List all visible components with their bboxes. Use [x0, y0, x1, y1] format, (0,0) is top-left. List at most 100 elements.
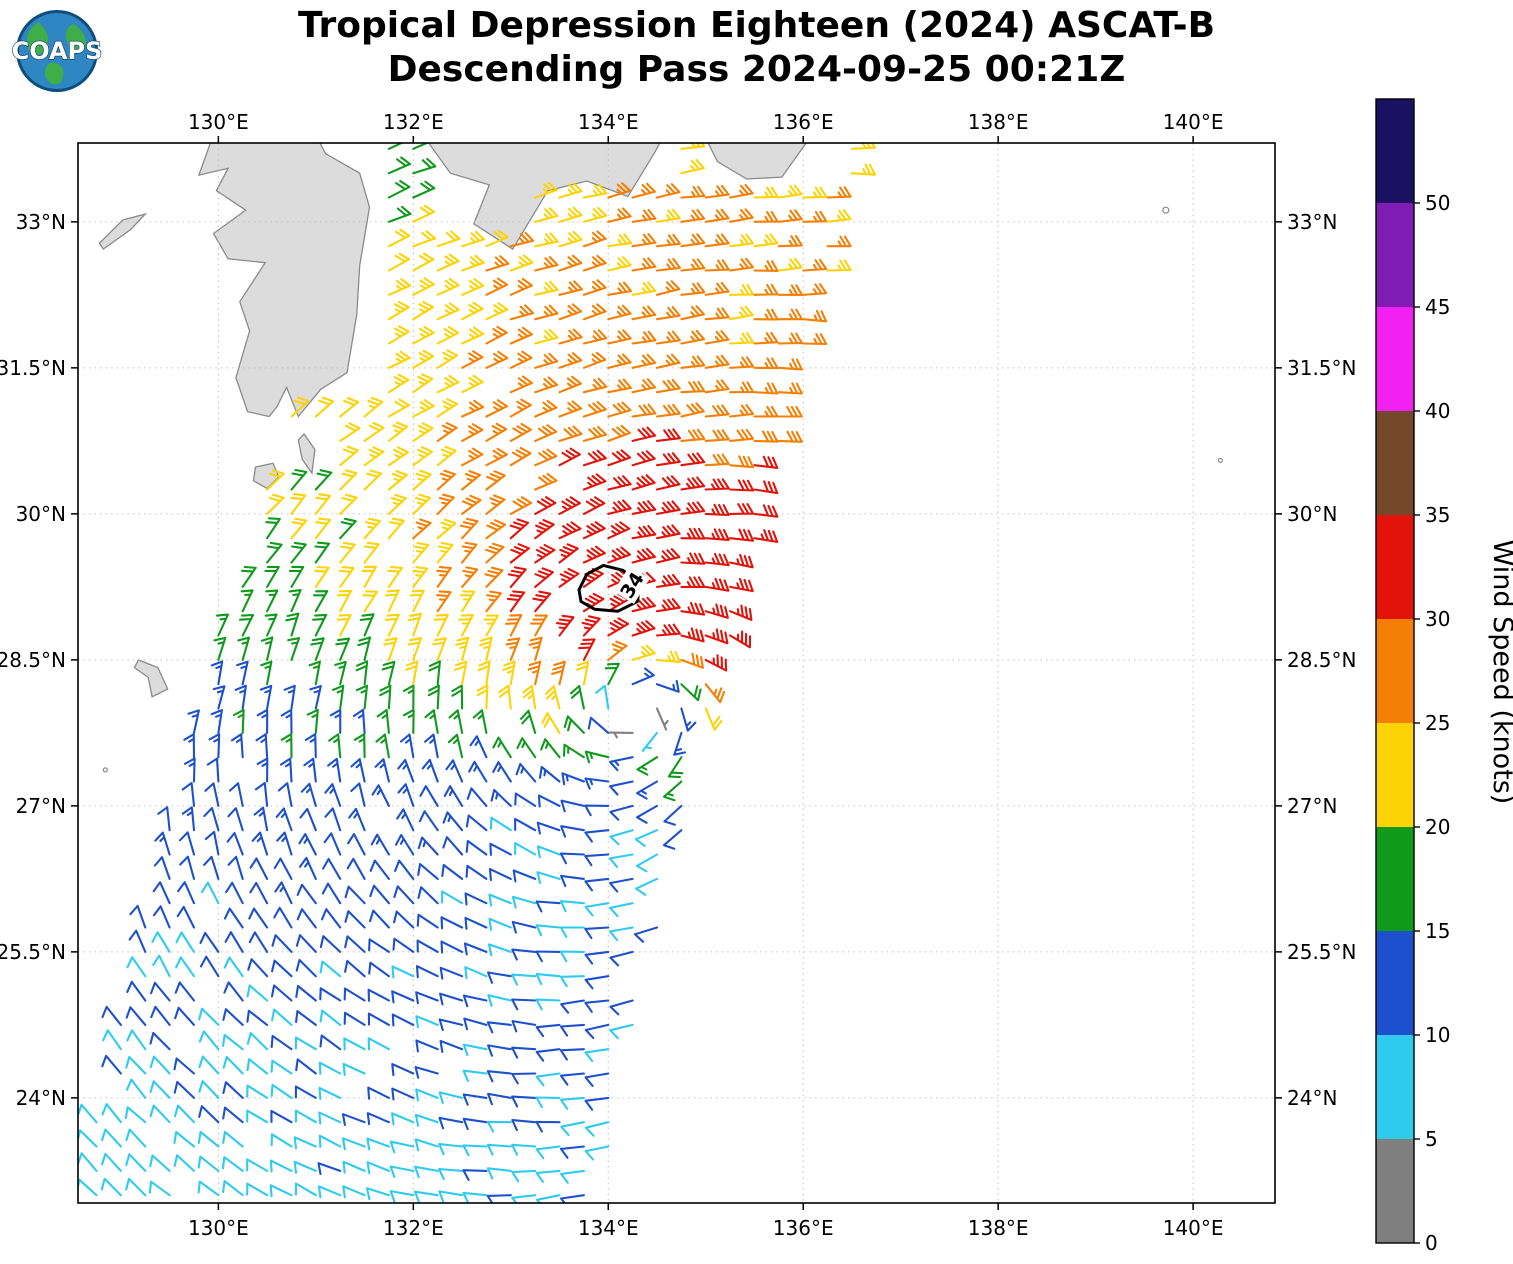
wind-barb	[312, 613, 328, 637]
wind-barb	[516, 737, 537, 759]
wind-barb	[584, 999, 610, 1013]
wind-barb	[534, 567, 554, 588]
wind-barb	[537, 794, 561, 808]
wind-barb	[584, 777, 610, 790]
wind-barb	[427, 684, 440, 710]
wind-barb	[704, 429, 730, 442]
wind-barb	[486, 1070, 512, 1083]
wind-barb	[534, 496, 557, 515]
wind-barb	[181, 806, 196, 832]
wind-barb	[384, 613, 400, 637]
wind-barb	[680, 428, 706, 442]
wind-barb	[582, 401, 607, 418]
wind-barb	[609, 902, 634, 918]
wind-barb	[635, 877, 659, 896]
wind-barb	[558, 496, 581, 515]
wind-barb	[608, 731, 634, 739]
wind-barb	[198, 1055, 220, 1075]
wind-barb	[486, 1021, 512, 1034]
wind-barb	[802, 309, 828, 323]
wind-barb	[509, 496, 533, 515]
wind-barb	[454, 660, 468, 686]
wind-barb	[387, 325, 410, 345]
wind-barb	[680, 527, 706, 540]
wind-barb	[266, 493, 285, 515]
wind-barb	[631, 667, 655, 686]
wind-barb	[826, 235, 852, 248]
wind-barb	[485, 494, 506, 515]
lon-tick-label-top: 134°E	[578, 110, 639, 134]
lat-tick-label-left: 30°N	[16, 502, 66, 526]
wind-barb	[447, 733, 464, 759]
wind-barb	[149, 1055, 171, 1075]
wind-barb	[582, 303, 607, 321]
wind-barb	[704, 404, 730, 418]
wind-barb	[269, 1159, 293, 1173]
wind-barb	[177, 881, 196, 905]
lat-tick-label-left: 33°N	[16, 210, 66, 234]
wind-barb	[506, 590, 526, 613]
wind-barb	[534, 472, 558, 491]
wind-barb	[485, 302, 509, 321]
wind-barb	[342, 1185, 366, 1199]
wind-barb	[350, 782, 366, 807]
wind-barb	[461, 350, 484, 369]
wind-barb	[391, 1112, 415, 1126]
wind-barb	[149, 1154, 171, 1172]
wind-barb	[729, 553, 754, 569]
lon-tick-label-bottom: 138°E	[968, 1216, 1029, 1240]
wind-barb	[436, 253, 460, 272]
lon-tick-label-bottom: 132°E	[383, 1216, 444, 1240]
colorbar-segment-50	[1376, 99, 1414, 203]
wind-barb	[488, 868, 512, 882]
wind-barb	[442, 811, 464, 832]
wind-barb	[200, 881, 220, 905]
wind-barb	[215, 613, 229, 637]
wind-barb	[416, 913, 439, 929]
wind-barb	[436, 493, 455, 515]
wind-barb	[461, 301, 484, 321]
wind-barb	[631, 182, 656, 199]
wind-barb	[436, 230, 461, 248]
wind-barb	[753, 529, 779, 543]
wind-barb	[392, 937, 415, 953]
wind-barb	[753, 480, 779, 495]
wind-barb	[213, 636, 227, 661]
wind-barb	[407, 637, 423, 661]
colorbar-tick-label: 20	[1425, 815, 1450, 839]
wind-barb	[582, 279, 607, 296]
wind-barb	[336, 589, 353, 613]
wind-barb	[227, 807, 244, 832]
wind-barb	[253, 806, 269, 832]
wind-barb	[383, 637, 398, 661]
wind-barb	[729, 503, 755, 515]
logo-continent-right	[66, 24, 86, 51]
wind-barb	[777, 405, 803, 418]
wind-barb	[558, 254, 583, 272]
wind-barb	[439, 966, 464, 980]
wind-barb	[511, 1169, 537, 1183]
wind-barb	[178, 831, 196, 856]
wind-barb	[604, 662, 620, 686]
wind-barb	[246, 1158, 269, 1172]
wind-barb	[582, 545, 606, 564]
wind-barb	[680, 402, 705, 418]
wind-barb	[101, 1005, 122, 1026]
wind-barb	[655, 500, 681, 515]
wind-barb	[535, 1145, 561, 1160]
wind-barb	[412, 469, 432, 491]
wind-barb	[463, 942, 488, 956]
wind-barb	[631, 524, 657, 540]
wind-barb	[367, 1086, 390, 1100]
wind-barb	[336, 613, 352, 637]
wind-barb	[101, 1152, 122, 1172]
wind-barb	[424, 709, 439, 734]
wind-barb	[412, 143, 430, 150]
wind-barb	[348, 807, 366, 832]
colorbar-segment-15	[1376, 827, 1414, 931]
wind-barb	[530, 614, 548, 637]
wind-barb	[414, 1138, 439, 1152]
wind-barb	[462, 994, 488, 1008]
wind-barb	[488, 917, 512, 931]
wind-barb	[729, 332, 755, 345]
